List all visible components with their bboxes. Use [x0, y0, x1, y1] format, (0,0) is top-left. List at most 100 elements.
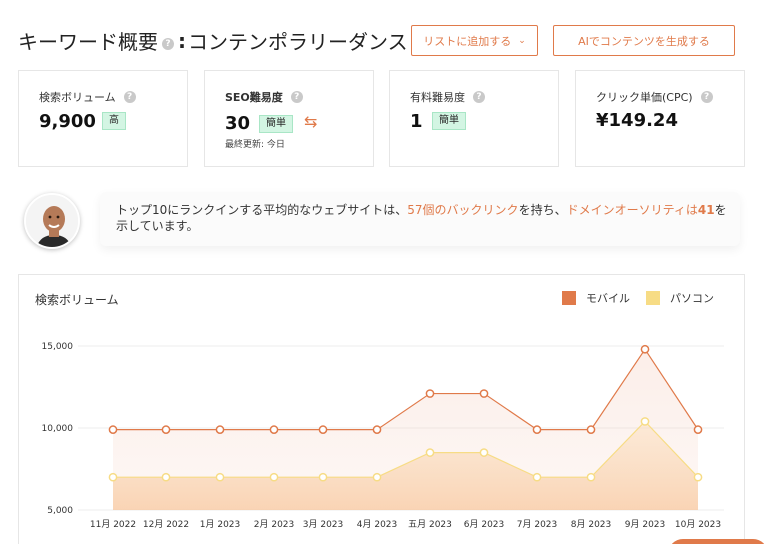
point-mobile	[532, 425, 542, 434]
title-prefix: キーワード概要	[18, 30, 158, 54]
help-icon[interactable]: ?	[700, 91, 713, 103]
help-icon[interactable]: ?	[290, 91, 303, 103]
point-mobile	[693, 425, 703, 434]
paid-difficulty-label: 有料難易度	[410, 91, 465, 104]
legend-item-mobile[interactable]: モバイル	[562, 290, 630, 306]
keyword-text: コンテンポラリーダンス	[188, 30, 408, 54]
cpc-label-row: クリック単価(CPC) ?	[596, 89, 713, 105]
legend-label-desktop: パソコン	[670, 292, 714, 305]
insight-part-2: を持ち、	[518, 203, 567, 217]
point-desktop	[318, 472, 328, 482]
line-desktop	[113, 420, 699, 478]
point-desktop	[479, 448, 489, 457]
x-tick-label: 9月 2023	[625, 519, 666, 530]
legend-swatch-mobile	[562, 291, 576, 305]
cpc-label: クリック単価(CPC)	[596, 91, 693, 104]
x-tick-label: 10月 2023	[675, 519, 721, 530]
point-desktop	[161, 472, 171, 482]
point-mobile	[586, 425, 596, 434]
point-desktop	[425, 448, 435, 457]
help-icon[interactable]: ?	[123, 91, 136, 103]
domain-authority-number[interactable]: 41	[697, 203, 715, 217]
generate-ai-content-button[interactable]: AIでコンテンツを生成する	[553, 25, 735, 56]
line-mobile	[113, 348, 699, 431]
search-volume-label-row: 検索ボリューム ?	[39, 89, 136, 105]
point-mobile	[640, 344, 650, 354]
point-desktop	[586, 472, 596, 482]
add-to-list-button[interactable]: リストに追加する ⌄	[411, 25, 538, 56]
y-tick-label: 5,000	[47, 506, 73, 516]
x-tick-label: 7月 2023	[517, 519, 558, 530]
point-desktop	[532, 472, 542, 482]
x-tick-label: 1月 2023	[200, 519, 241, 530]
seo-difficulty-badge: 簡単	[259, 115, 293, 133]
help-icon[interactable]: ?	[473, 91, 485, 103]
x-tick-label: 11月 2022	[90, 519, 136, 530]
paid-difficulty-label-row: 有料難易度 ?	[410, 89, 485, 105]
insight-part-3: を示しています。	[116, 203, 727, 233]
point-desktop	[640, 417, 650, 426]
backlinks-link[interactable]: 57個のバックリンク	[407, 203, 519, 217]
floating-action-button[interactable]	[668, 539, 768, 544]
paid-difficulty-card: 有料難易度 ? 1 簡単	[389, 70, 559, 167]
y-tick-label: 15,000	[42, 342, 74, 352]
chart-legend: モバイル パソコン	[546, 290, 714, 306]
search-volume-card: 検索ボリューム ? 9,900 高	[18, 70, 188, 167]
x-tick-label: 五月 2023	[408, 519, 452, 530]
help-icon[interactable]: ?	[162, 37, 174, 50]
point-mobile	[108, 425, 118, 434]
x-tick-label: 12月 2022	[143, 519, 189, 530]
x-tick-label: 3月 2023	[303, 519, 344, 530]
last-updated-text: 最終更新: 今日	[225, 140, 285, 150]
y-tick-label: 10,000	[42, 424, 74, 434]
avatar	[24, 193, 80, 249]
title-separator: :	[178, 28, 186, 53]
chart-plot: 15,000 10,000 5,000 11月 2022 12月 2022 1月 2023…	[42, 342, 724, 530]
page-title: キーワード概要 ? : コンテンポラリーダンス	[18, 26, 408, 55]
point-desktop	[372, 472, 382, 482]
point-mobile	[269, 425, 279, 434]
seo-difficulty-value: 30	[225, 113, 251, 134]
legend-swatch-desktop	[646, 291, 660, 305]
x-tick-label: 8月 2023	[571, 519, 612, 530]
area-mobile	[113, 349, 698, 510]
search-volume-value: 9,900	[39, 111, 96, 132]
volume-level-badge: 高	[102, 112, 126, 130]
point-mobile	[479, 389, 489, 398]
chart-title: 検索ボリューム	[35, 293, 119, 307]
area-desktop	[113, 421, 698, 510]
point-mobile	[161, 425, 171, 434]
person-icon	[26, 195, 78, 247]
domain-authority-link[interactable]: ドメインオーソリティは	[566, 203, 698, 217]
insight-part-1: トップ10にランクインする平均的なウェブサイトは、	[116, 203, 408, 217]
refresh-icon[interactable]: ⇆	[304, 112, 318, 131]
paid-difficulty-value: 1	[410, 111, 423, 132]
point-desktop	[108, 472, 118, 482]
x-tick-label: 4月 2023	[357, 519, 398, 530]
point-mobile	[425, 389, 435, 398]
point-desktop	[693, 472, 703, 482]
paid-difficulty-badge: 簡単	[432, 112, 466, 130]
cpc-card: クリック単価(CPC) ? ¥149.24	[575, 70, 745, 167]
legend-item-desktop[interactable]: パソコン	[646, 290, 714, 306]
ai-content-label: AIでコンテンツを生成する	[578, 34, 710, 48]
legend-label-mobile: モバイル	[586, 292, 630, 305]
x-tick-label: 6月 2023	[464, 519, 505, 530]
chevron-down-icon: ⌄	[518, 35, 526, 46]
header: キーワード概要 ? : コンテンポラリーダンス リストに追加する ⌄ AIでコン…	[18, 24, 748, 58]
seo-difficulty-label: SEO難易度	[225, 91, 283, 104]
point-desktop	[269, 472, 279, 482]
point-desktop	[215, 472, 225, 482]
seo-difficulty-card: SEO難易度 ? 30 簡単 ⇆ 最終更新: 今日	[204, 70, 374, 167]
point-mobile	[318, 425, 328, 434]
point-mobile	[215, 425, 225, 434]
search-volume-label: 検索ボリューム	[39, 91, 116, 104]
x-tick-label: 2月 2023	[254, 519, 295, 530]
seo-difficulty-label-row: SEO難易度 ?	[225, 89, 303, 105]
cpc-value: ¥149.24	[596, 110, 678, 131]
insight-banner: トップ10にランクインする平均的なウェブサイトは、57個のバックリンクを持ち、ド…	[100, 192, 740, 246]
insight-text: トップ10にランクインする平均的なウェブサイトは、57個のバックリンクを持ち、ド…	[116, 202, 728, 234]
search-volume-chart: 検索ボリューム モバイル パソコン 15,000 10,000 5,000 11月 2…	[18, 274, 745, 544]
add-to-list-label: リストに追加する	[423, 34, 512, 48]
point-mobile	[372, 425, 382, 434]
